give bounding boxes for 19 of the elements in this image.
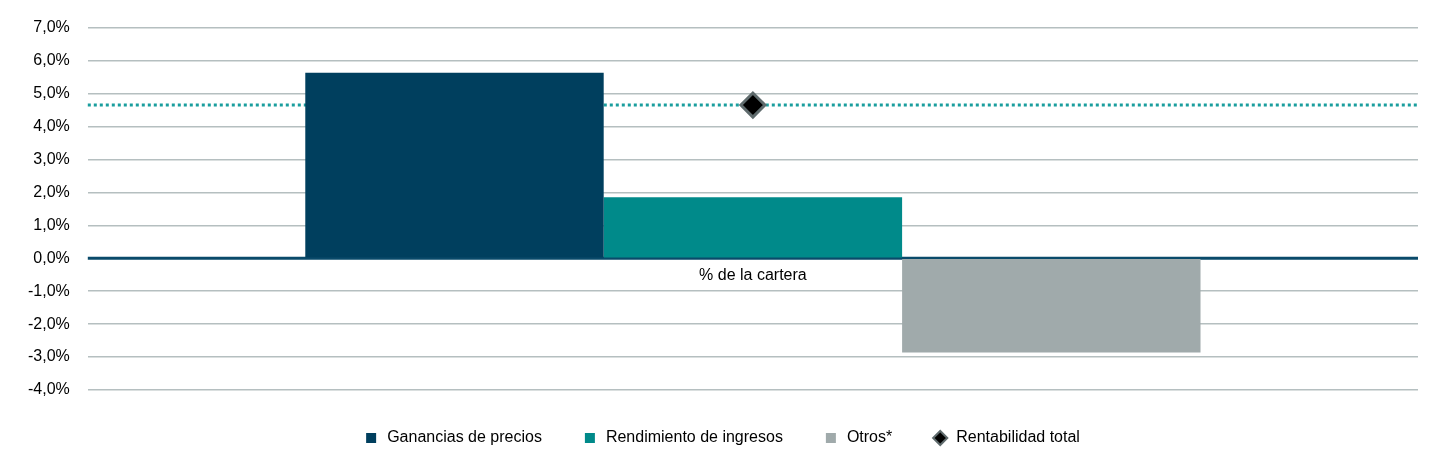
y-tick-label: 2,0%: [33, 182, 70, 200]
legend-label: Ganancias de precios: [387, 428, 542, 446]
y-tick-label: -1,0%: [28, 281, 70, 299]
y-tick-label: -2,0%: [28, 314, 70, 332]
legend-label: Otros*: [846, 428, 893, 446]
y-tick-label: 1,0%: [33, 215, 70, 233]
legend-label: Rentabilidad total: [956, 428, 1080, 446]
y-tick-label: 4,0%: [33, 116, 70, 134]
y-tick-label: 5,0%: [33, 83, 70, 101]
y-tick-label: 6,0%: [33, 50, 70, 68]
y-tick-label: 7,0%: [33, 18, 70, 36]
x-tick-label: % de la cartera: [699, 266, 807, 284]
y-tick-label: -3,0%: [28, 347, 70, 365]
y-tick-label: 3,0%: [33, 149, 70, 167]
y-tick-label: -4,0%: [28, 380, 70, 398]
legend-label: Rendimiento de ingresos: [605, 428, 783, 446]
y-tick-label: 0,0%: [33, 248, 70, 266]
bar: [902, 258, 1201, 353]
bar: [603, 197, 903, 258]
